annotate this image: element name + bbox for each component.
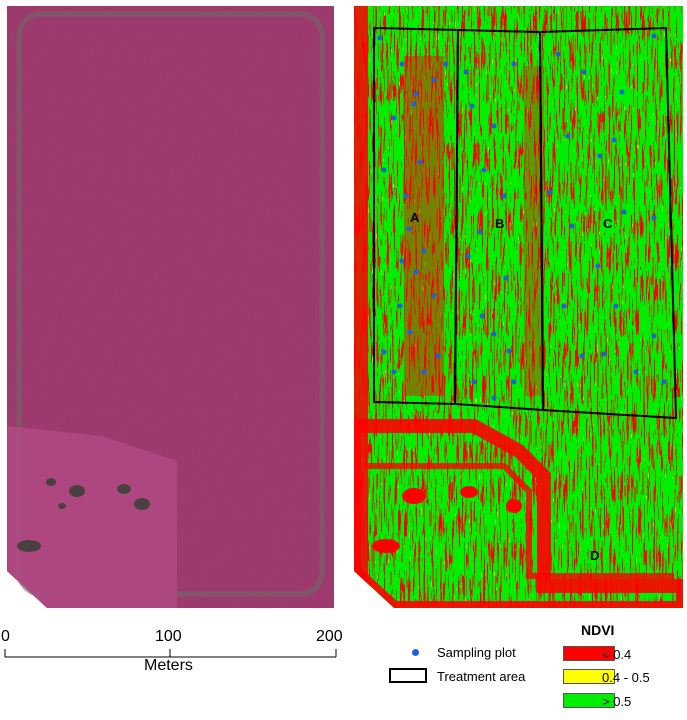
ndvi-label-mid: 0.4 - 0.5	[602, 670, 650, 685]
ndvi-swatch-low	[563, 646, 615, 661]
ndvi-label-low: < 0.4	[602, 647, 632, 662]
treatment-label-c: C	[603, 216, 613, 231]
treatment-label-a: A	[410, 210, 420, 225]
sampling-plot-symbol	[412, 649, 419, 656]
ndvi-map: A B C D	[354, 6, 683, 608]
treatment-area-c	[538, 26, 678, 420]
treatment-label-d: D	[590, 548, 599, 563]
scale-tick-200: 200	[316, 628, 343, 645]
scale-tick-100: 100	[155, 628, 182, 645]
treatment-area-symbol	[389, 668, 427, 683]
lower-field-section	[7, 426, 177, 608]
scale-tick-0: 0	[1, 628, 10, 645]
treatment-label-b: B	[495, 216, 504, 231]
scale-unit-label: Meters	[144, 657, 193, 674]
ndvi-swatch-mid	[563, 669, 615, 684]
sampling-plot-label: Sampling plot	[437, 645, 516, 660]
ndvi-swatch-high	[563, 693, 615, 708]
ndvi-label-high: > 0.5	[602, 694, 632, 709]
scale-bar-line	[4, 649, 337, 658]
false-color-image-svg	[7, 6, 334, 608]
false-color-image	[7, 6, 334, 608]
treatment-area-label: Treatment area	[437, 669, 526, 684]
treatment-areas	[373, 26, 678, 420]
ndvi-legend-title: NDVI	[581, 622, 615, 638]
ndvi-map-svg: A B C D	[354, 6, 683, 608]
sampling-points	[377, 33, 667, 401]
